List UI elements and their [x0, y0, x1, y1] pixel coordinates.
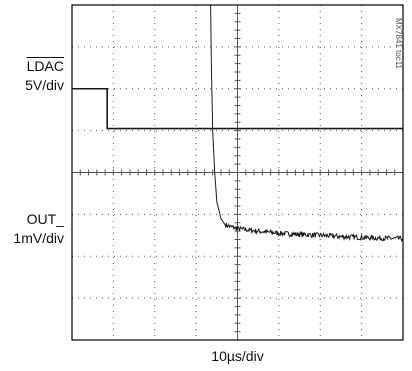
- out-scale-label: 1mV/div: [13, 230, 64, 246]
- part-code-label: MX7841 toc11: [394, 18, 403, 69]
- out-channel-label: OUT_: [26, 211, 64, 227]
- grid: [72, 5, 403, 340]
- time-scale-label: 10µs/div: [211, 348, 264, 364]
- out-trace: [210, 4, 404, 242]
- traces: [72, 4, 404, 242]
- ldac-scale-label: 5V/div: [25, 77, 64, 93]
- ldac-channel-name: LDAC: [26, 58, 64, 74]
- ldac-trace: [72, 87, 403, 130]
- ldac-channel-label: LDAC: [0, 58, 64, 74]
- plot-frame: [71, 4, 404, 341]
